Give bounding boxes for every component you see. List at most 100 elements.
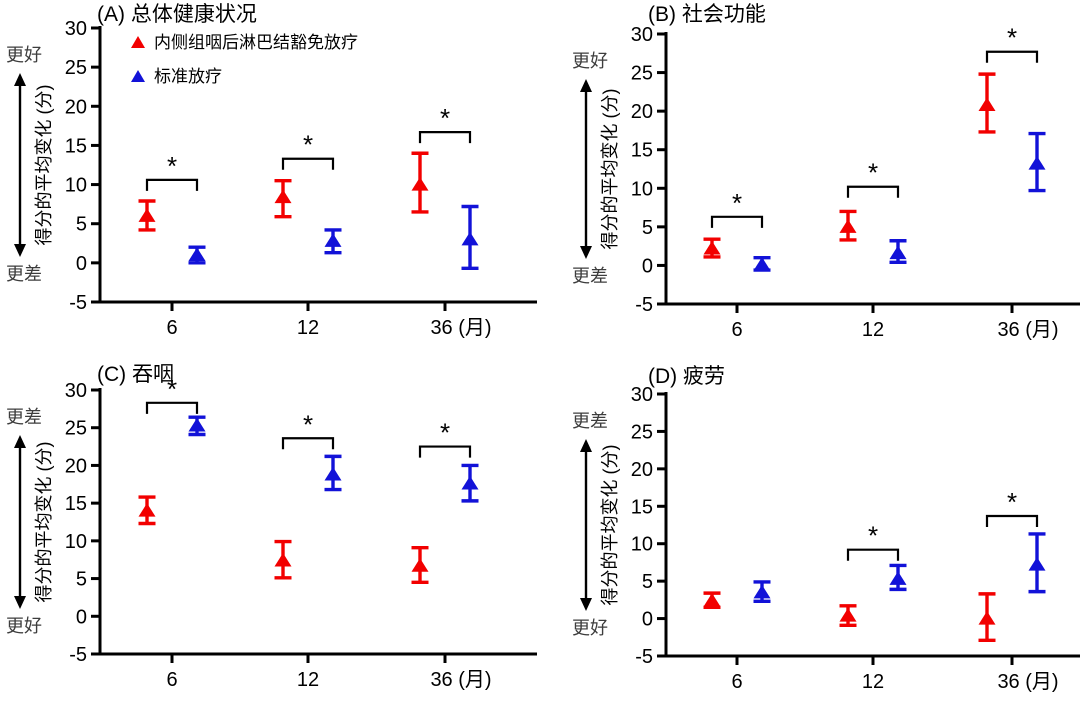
triangle-marker-icon [703,593,721,607]
x-tick-label: 36 (月) [997,671,1058,693]
y-tick-label: 20 [631,459,653,481]
arrowhead-down-icon [14,596,26,609]
direction-arrow [580,79,592,259]
y-tick-label: 20 [65,96,87,118]
y-tick-label: 30 [631,384,653,406]
direction-label-bottom: 更好 [572,618,608,638]
panel-title: (B) 社会功能 [648,3,766,26]
triangle-marker-icon [324,466,342,481]
series-treatment [138,151,429,232]
significance-bracket: * [145,151,199,191]
panel-d-fatigue: (D) 疲劳 30 25 20 15 10 5 0 -5 6 12 36 (月) 得分的平均变化 (分)… [540,354,1080,707]
significance-bracket: * [710,188,764,228]
significance-bracket: * [985,23,1039,63]
error-bar-point [1028,532,1046,594]
y-tick-label: 0 [642,609,653,631]
y-tick-label: 10 [631,534,653,556]
series-treatment [703,591,996,642]
x-tick-label: 36 (月) [430,317,491,339]
direction-label-top: 更好 [572,51,608,71]
error-bar-point [324,454,342,492]
significance-star: * [1007,23,1017,53]
x-tick-label: 12 [297,317,319,339]
direction-label-top: 更差 [6,407,42,427]
triangle-marker-icon [411,177,429,191]
error-bar-point [978,72,996,134]
error-bar-point [461,204,479,271]
triangle-marker-icon [188,247,206,262]
y-tick-label: 25 [65,57,87,79]
significance-bracket: * [145,374,199,414]
significance-star: * [303,130,313,160]
triangle-marker-icon [839,608,857,622]
error-bar-point [753,580,771,604]
y-tick-label: 10 [631,178,653,200]
direction-label-top: 更好 [6,45,42,65]
significance-bracket: * [846,521,900,561]
panel-a-chart: (A) 总体健康状况 30 25 20 15 10 5 0 -5 6 12 36 (月) 得分的平均变化… [6,3,537,339]
y-tick-label: 20 [65,455,87,477]
triangle-marker-icon [411,558,429,572]
significance-star: * [868,521,878,551]
series-standard [188,415,479,503]
series-treatment [703,72,996,259]
triangle-marker-icon [324,233,342,247]
significance-bracket: * [418,418,472,458]
y-tick-label: -5 [635,646,653,668]
direction-label-bottom: 更好 [6,616,42,636]
y-axis-title: 得分的平均变化 (分) [600,89,620,250]
significance-bracket: * [281,130,335,170]
error-bar-point [461,463,479,503]
legend-label: 内侧组咽后淋巴结豁免放疗 [154,33,358,52]
x-tick-label: 6 [166,669,177,691]
y-tick-label: 25 [65,418,87,440]
error-bar-point [889,239,907,265]
arrowhead-up-icon [580,79,592,92]
triangle-marker-icon [138,503,156,517]
triangle-marker-icon [274,189,292,204]
y-tick-label: 15 [65,493,87,515]
y-tick-label: 0 [76,253,87,275]
triangle-marker-icon [978,97,996,111]
significance-star: * [167,374,177,404]
arrowhead-up-icon [580,439,592,452]
series-standard [188,204,479,271]
arrowhead-up-icon [14,435,26,448]
triangle-marker-icon [138,208,156,222]
panel-c-chart: (C) 吞咽 30 25 20 15 10 5 0 -5 6 12 36 (月) 得分的平均变化 (分)… [6,363,537,691]
triangle-marker-icon [889,571,907,585]
x-tick-label: 36 (月) [997,319,1058,341]
direction-arrow [580,439,592,611]
panel-title: (D) 疲劳 [648,365,725,388]
x-tick-label: 12 [297,669,319,691]
arrowhead-up-icon [14,73,26,86]
y-axis-title: 得分的平均变化 (分) [600,445,620,606]
error-bar-point [978,592,996,642]
y-tick-label: 20 [631,101,653,123]
error-bar-point [411,151,429,214]
triangle-marker-icon [889,245,907,260]
error-bar-point [274,178,292,219]
legend-triangle-icon [131,70,145,82]
significance-star: * [440,418,450,448]
error-bar-point [703,591,721,610]
significance-bracket: * [985,487,1039,528]
error-bar-point [324,228,342,255]
y-axis-title: 得分的平均变化 (分) [34,85,54,246]
error-bar-point [703,237,721,259]
error-bar-point [138,495,156,526]
y-tick-label: 15 [631,496,653,518]
direction-label-bottom: 更差 [572,266,608,286]
y-tick-label: 25 [631,63,653,85]
error-bar-point [839,209,857,242]
arrowhead-down-icon [580,246,592,259]
y-tick-label: 15 [65,135,87,157]
legend-triangle-icon [131,36,145,48]
arrowhead-down-icon [14,244,26,257]
significance-bracket: * [281,409,335,450]
y-tick-label: 25 [631,421,653,443]
y-tick-label: 5 [642,217,653,239]
y-tick-label: -5 [635,294,653,316]
triangle-marker-icon [703,240,721,255]
